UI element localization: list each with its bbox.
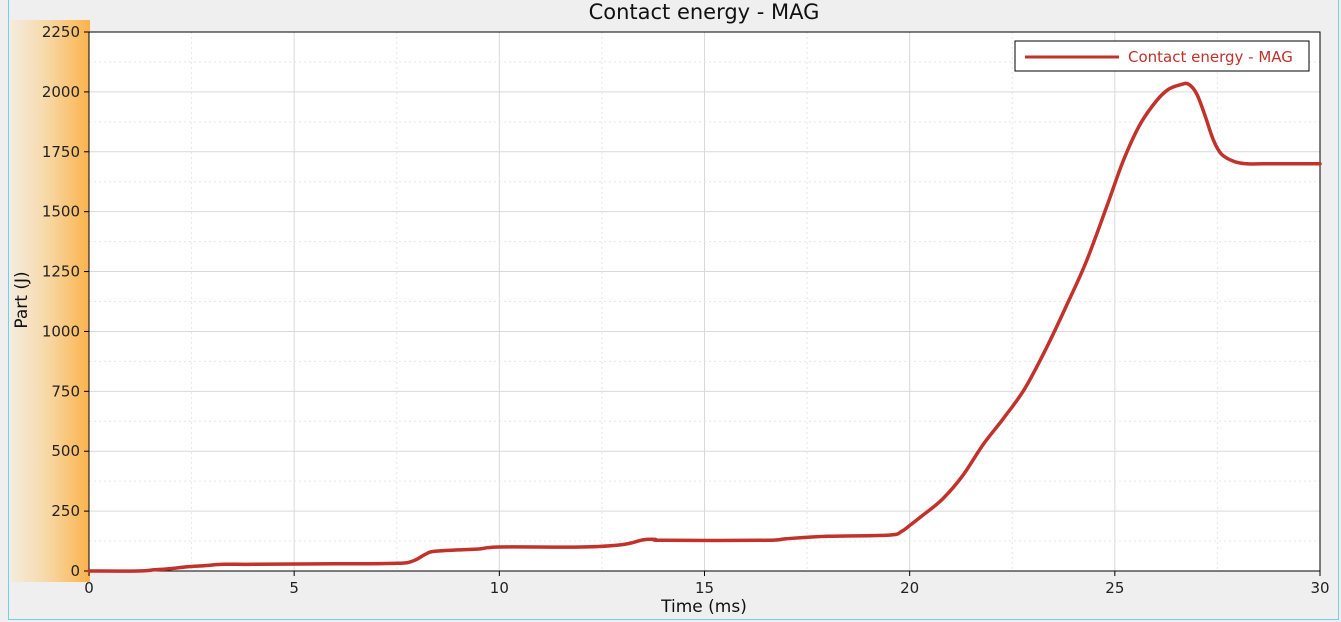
legend[interactable]: Contact energy - MAG [1014,40,1310,72]
y-ticks: 0 250 500 750 1000 1250 1500 1750 2000 2250 [42,23,89,580]
y-tick-label: 2000 [42,83,80,101]
y-axis-label: Part (J) [12,271,32,328]
series-line[interactable] [87,81,1322,573]
chart-frame [8,0,1339,620]
x-tick-label: 5 [289,579,299,597]
y-tick-label: 0 [70,562,80,580]
y-tick-label: 2250 [42,23,80,41]
y-tick-label: 750 [51,382,80,400]
chart-title: Contact energy - MAG [589,0,820,24]
y-tick-label: 1000 [42,322,80,340]
y-tick-label: 1250 [42,263,80,281]
y-tick-label: 250 [51,502,80,520]
y-tick-label: 500 [51,442,80,460]
x-tick-label: 0 [84,579,94,597]
y-tick-label: 1500 [42,203,80,221]
x-axis-label: Time (ms) [660,597,747,617]
legend-label: Contact energy - MAG [1128,48,1293,66]
x-tick-label: 30 [1310,579,1329,597]
y-tick-label: 1750 [42,143,80,161]
x-tick-label: 25 [1105,579,1124,597]
y-axis-band [10,20,90,582]
x-tick-label: 20 [900,579,919,597]
x-tick-label: 10 [490,579,509,597]
x-ticks: 0 5 10 15 20 25 30 [84,571,1330,597]
x-tick-label: 15 [695,579,714,597]
